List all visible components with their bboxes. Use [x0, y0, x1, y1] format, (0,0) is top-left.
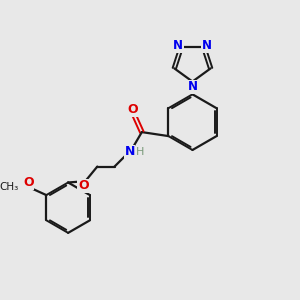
Text: N: N	[173, 39, 183, 52]
Text: N: N	[124, 146, 135, 158]
Text: O: O	[78, 179, 88, 192]
Text: N: N	[188, 80, 197, 93]
Text: N: N	[202, 39, 212, 52]
Text: O: O	[128, 103, 138, 116]
Text: H: H	[136, 147, 144, 157]
Text: CH₃: CH₃	[0, 182, 18, 192]
Text: O: O	[23, 176, 34, 189]
